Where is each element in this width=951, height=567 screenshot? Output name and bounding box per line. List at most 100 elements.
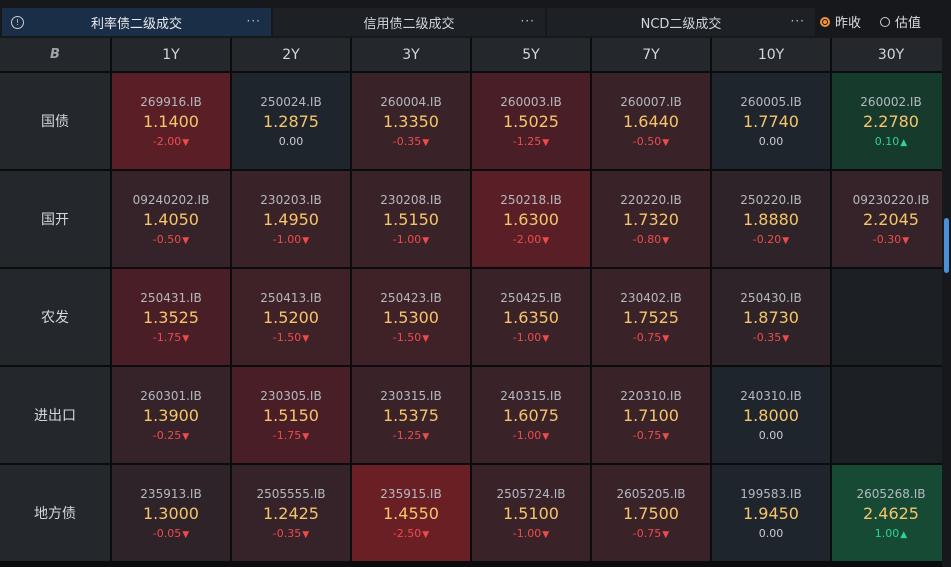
change-value: -1.50	[272, 330, 302, 344]
top-bar: ! 利率债二级成交 ··· 信用债二级成交 ··· NCD二级成交 ··· 昨收…	[0, 0, 951, 36]
bond-cell[interactable]: 2505555.IB 1.2425 -0.35▼	[232, 465, 350, 561]
arrow-down-icon: ▼	[422, 137, 430, 148]
bond-cell[interactable]: 240315.IB 1.6075 -1.00▼	[472, 367, 590, 463]
tab-ncd[interactable]: NCD二级成交 ···	[547, 8, 815, 36]
bond-cell[interactable]: 260004.IB 1.3350 -0.35▼	[352, 73, 470, 169]
more-icon[interactable]: ···	[790, 14, 805, 28]
bond-cell[interactable]: 250413.IB 1.5200 -1.50▼	[232, 269, 350, 365]
yield-change: -0.35▼	[393, 135, 429, 148]
bond-yield: 1.3900	[143, 405, 199, 425]
bond-cell[interactable]: 240310.IB 1.8000 0.00	[712, 367, 830, 463]
arrow-up-icon: ▲	[900, 529, 908, 540]
bond-cell[interactable]: 260005.IB 1.7740 0.00	[712, 73, 830, 169]
change-value: 0.00	[758, 428, 784, 442]
column-header[interactable]: 3Y	[352, 38, 470, 71]
tab-credit-bond[interactable]: 信用债二级成交 ···	[273, 8, 545, 36]
bond-cell[interactable]: 250218.IB 1.6300 -2.00▼	[472, 171, 590, 267]
column-header[interactable]: 7Y	[592, 38, 710, 71]
bond-yield: 1.3350	[383, 111, 439, 131]
more-icon[interactable]: ···	[520, 14, 535, 28]
bond-cell[interactable]: 230208.IB 1.5150 -1.00▼	[352, 171, 470, 267]
bond-cell[interactable]: 2505724.IB 1.5100 -1.00▼	[472, 465, 590, 561]
change-value: -0.75	[632, 526, 662, 540]
column-header[interactable]: 5Y	[472, 38, 590, 71]
bond-yield: 2.2780	[863, 111, 919, 131]
yield-change: 0.00	[759, 429, 784, 442]
bond-cell[interactable]: 250430.IB 1.8730 -0.35▼	[712, 269, 830, 365]
bond-code: 250431.IB	[140, 290, 202, 305]
arrow-down-icon: ▼	[422, 333, 430, 344]
bond-cell[interactable]: 220220.IB 1.7320 -0.80▼	[592, 171, 710, 267]
bond-code: 220220.IB	[620, 192, 682, 207]
more-icon[interactable]: ···	[246, 14, 261, 28]
change-value: -0.20	[752, 232, 782, 246]
change-value: -1.25	[512, 134, 542, 148]
radio-unchecked-icon[interactable]	[880, 16, 890, 27]
change-value: -1.00	[392, 232, 422, 246]
change-value: -1.25	[392, 428, 422, 442]
yield-change: -1.00▼	[513, 429, 549, 442]
bond-code: 260005.IB	[740, 94, 802, 109]
bond-code: 260003.IB	[500, 94, 562, 109]
yield-change: -1.00▼	[513, 331, 549, 344]
bond-yield: 1.8000	[743, 405, 799, 425]
change-value: -0.35	[272, 526, 302, 540]
arrow-down-icon: ▼	[902, 235, 910, 246]
info-icon[interactable]: !	[11, 16, 24, 29]
yield-change: -0.80▼	[633, 233, 669, 246]
radio-prev-close[interactable]: 昨收	[820, 12, 861, 31]
bond-cell[interactable]: 250425.IB 1.6350 -1.00▼	[472, 269, 590, 365]
bond-cell[interactable]: 250220.IB 1.8880 -0.20▼	[712, 171, 830, 267]
bond-cell[interactable]: 235913.IB 1.3000 -0.05▼	[112, 465, 230, 561]
bond-cell[interactable]: 260007.IB 1.6440 -0.50▼	[592, 73, 710, 169]
empty-cell	[832, 269, 950, 365]
bond-code: 260301.IB	[140, 388, 202, 403]
arrow-down-icon: ▼	[662, 333, 670, 344]
column-header[interactable]: 2Y	[232, 38, 350, 71]
bond-code: 250423.IB	[380, 290, 442, 305]
bond-yield: 1.7740	[743, 111, 799, 131]
bond-cell[interactable]: 260301.IB 1.3900 -0.25▼	[112, 367, 230, 463]
bond-cell[interactable]: 230402.IB 1.7525 -0.75▼	[592, 269, 710, 365]
bond-cell[interactable]: 250423.IB 1.5300 -1.50▼	[352, 269, 470, 365]
bond-cell[interactable]: 199583.IB 1.9450 0.00	[712, 465, 830, 561]
column-header[interactable]: 10Y	[712, 38, 830, 71]
bond-cell[interactable]: 250024.IB 1.2875 0.00	[232, 73, 350, 169]
scroll-thumb[interactable]	[944, 218, 949, 273]
bond-cell[interactable]: 260002.IB 2.2780 0.10▲	[832, 73, 950, 169]
column-header[interactable]: 1Y	[112, 38, 230, 71]
bond-code: 260004.IB	[380, 94, 442, 109]
bond-code: 2505724.IB	[496, 486, 566, 501]
bond-cell[interactable]: 230305.IB 1.5150 -1.75▼	[232, 367, 350, 463]
bond-cell[interactable]: 250431.IB 1.3525 -1.75▼	[112, 269, 230, 365]
bond-cell[interactable]: 220310.IB 1.7100 -0.75▼	[592, 367, 710, 463]
arrow-down-icon: ▼	[782, 235, 790, 246]
bond-cell[interactable]: 2605205.IB 1.7500 -0.75▼	[592, 465, 710, 561]
bond-cell[interactable]: 269916.IB 1.1400 -2.00▼	[112, 73, 230, 169]
bond-cell[interactable]: 09240202.IB 1.4050 -0.50▼	[112, 171, 230, 267]
bond-cell[interactable]: 2605268.IB 2.4625 1.00▲	[832, 465, 950, 561]
bond-yield: 1.5150	[383, 209, 439, 229]
bond-code: 2605205.IB	[616, 486, 686, 501]
bond-cell[interactable]: 235915.IB 1.4550 -2.50▼	[352, 465, 470, 561]
bond-code: 235915.IB	[380, 486, 442, 501]
bond-yield: 1.8730	[743, 307, 799, 327]
change-value: -2.00	[152, 134, 182, 148]
bond-cell[interactable]: 260003.IB 1.5025 -1.25▼	[472, 73, 590, 169]
bond-yield: 1.3525	[143, 307, 199, 327]
radio-label: 昨收	[835, 16, 862, 31]
radio-checked-icon[interactable]	[820, 16, 830, 27]
bond-cell[interactable]: 09230220.IB 2.2045 -0.30▼	[832, 171, 950, 267]
arrow-down-icon: ▼	[542, 137, 550, 148]
tab-rate-bond[interactable]: ! 利率债二级成交 ···	[2, 8, 271, 36]
radio-valuation[interactable]: 估值	[880, 12, 921, 31]
bond-yield: 1.5100	[503, 503, 559, 523]
column-header[interactable]: 30Y	[832, 38, 950, 71]
change-value: -0.30	[872, 232, 902, 246]
vertical-scrollbar[interactable]	[942, 38, 951, 567]
bond-cell[interactable]: 230203.IB 1.4950 -1.00▼	[232, 171, 350, 267]
bond-cell[interactable]: 230315.IB 1.5375 -1.25▼	[352, 367, 470, 463]
yield-change: -0.25▼	[153, 429, 189, 442]
bond-code: 235913.IB	[140, 486, 202, 501]
change-value: -0.50	[632, 134, 662, 148]
